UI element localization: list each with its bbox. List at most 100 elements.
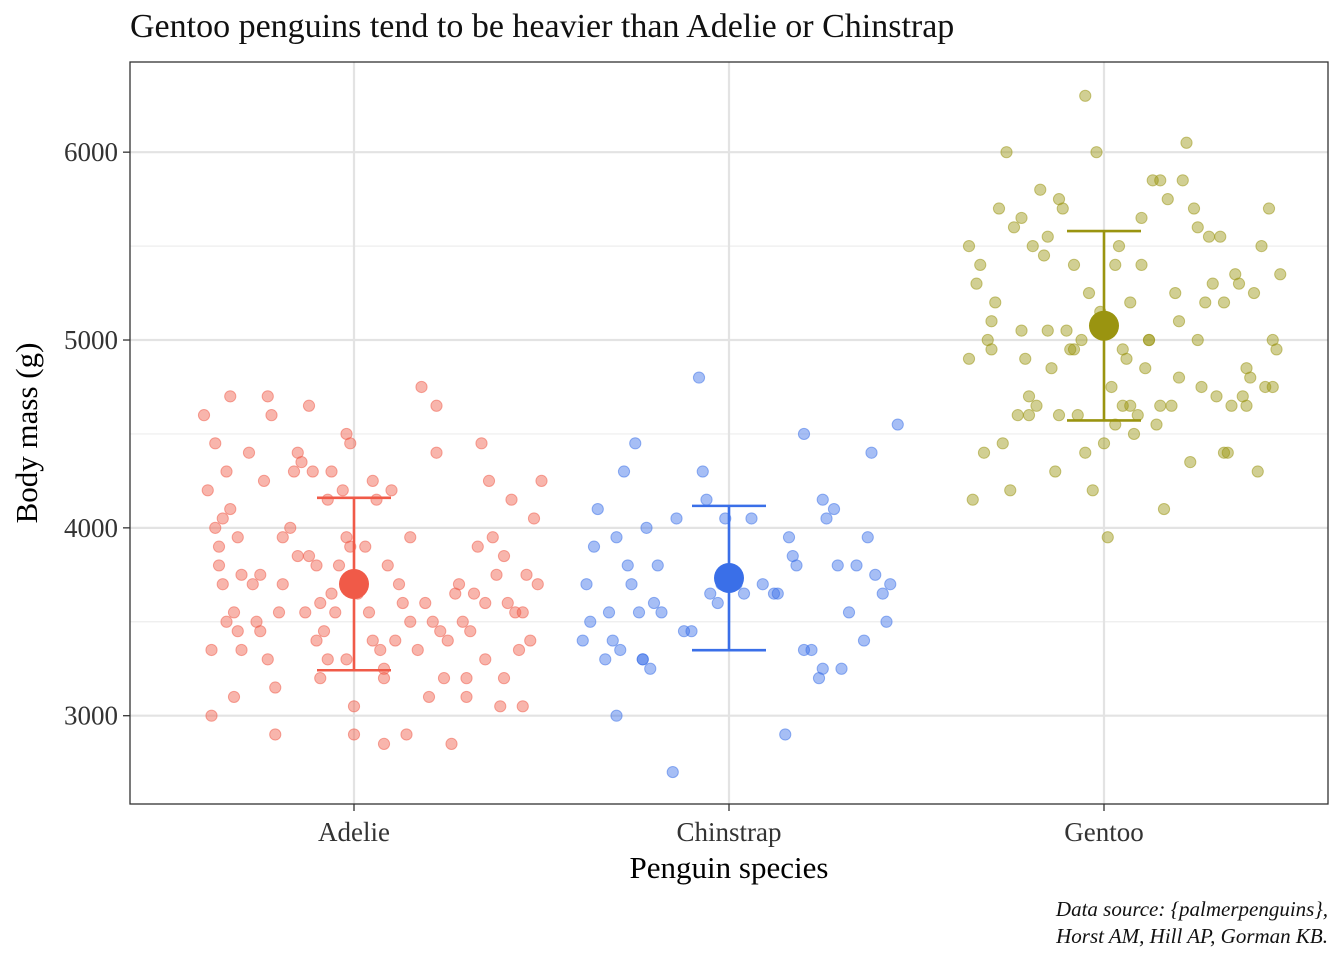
data-point-chinstrap bbox=[625, 578, 638, 591]
data-point-chinstrap bbox=[591, 502, 604, 516]
data-point-gentoo bbox=[1004, 484, 1017, 497]
data-point-chinstrap bbox=[876, 587, 889, 600]
data-point-adelie bbox=[512, 643, 526, 657]
data-point-gentoo bbox=[966, 493, 979, 506]
data-point-adelie bbox=[516, 700, 529, 713]
data-point-adelie bbox=[212, 559, 226, 572]
caption: Data source: {palmerpenguins}, Horst AM,… bbox=[1056, 896, 1328, 950]
data-point-gentoo bbox=[1022, 390, 1036, 403]
data-point-gentoo bbox=[1199, 296, 1212, 309]
data-point-adelie bbox=[531, 578, 544, 591]
grid-lines bbox=[130, 62, 1328, 804]
data-point-adelie bbox=[362, 606, 376, 619]
data-point-gentoo bbox=[1037, 249, 1051, 262]
data-point-chinstrap bbox=[576, 634, 589, 647]
data-point-adelie bbox=[291, 549, 304, 563]
data-point-gentoo bbox=[992, 202, 1006, 215]
data-point-gentoo bbox=[1026, 239, 1039, 253]
data-point-adelie bbox=[497, 549, 511, 563]
data-point-chinstrap bbox=[861, 531, 874, 544]
data-point-adelie bbox=[505, 493, 518, 506]
y-axis-label: Body mass (g) bbox=[9, 343, 44, 524]
data-point-adelie bbox=[389, 634, 402, 647]
data-point-gentoo bbox=[989, 296, 1002, 309]
data-point-gentoo bbox=[1064, 343, 1077, 356]
caption-line-1: Data source: {palmerpenguins}, bbox=[1055, 897, 1328, 921]
data-point-chinstrap bbox=[692, 371, 706, 384]
data-point-chinstrap bbox=[587, 540, 601, 553]
data-point-adelie bbox=[325, 465, 338, 478]
data-point-adelie bbox=[347, 728, 361, 741]
data-point-gentoo bbox=[1082, 286, 1096, 300]
data-point-adelie bbox=[302, 549, 316, 563]
data-point-gentoo bbox=[1184, 456, 1197, 469]
data-point-gentoo bbox=[1116, 343, 1129, 356]
data-point-gentoo bbox=[1195, 380, 1208, 394]
mean-point-gentoo bbox=[1089, 310, 1119, 341]
data-point-gentoo bbox=[1131, 409, 1144, 422]
data-point-adelie bbox=[227, 606, 241, 619]
data-point-gentoo bbox=[1172, 315, 1186, 328]
data-point-chinstrap bbox=[820, 512, 833, 525]
data-point-adelie bbox=[430, 446, 443, 459]
data-point-adelie bbox=[494, 700, 507, 713]
data-point-chinstrap bbox=[745, 512, 758, 525]
data-point-gentoo bbox=[1052, 193, 1066, 206]
data-point-adelie bbox=[201, 484, 214, 497]
data-point-chinstrap bbox=[584, 615, 597, 628]
data-point-gentoo bbox=[1060, 324, 1073, 337]
y-axis: 3000 4000 5000 6000 bbox=[64, 137, 130, 731]
data-point-gentoo bbox=[1007, 221, 1021, 234]
data-point-chinstrap bbox=[850, 559, 863, 572]
data-point-adelie bbox=[329, 606, 342, 619]
data-point-adelie bbox=[321, 653, 334, 666]
data-point-gentoo bbox=[1244, 371, 1257, 384]
data-point-adelie bbox=[344, 437, 357, 450]
data-point-adelie bbox=[231, 531, 244, 544]
data-point-gentoo bbox=[1221, 446, 1234, 459]
data-point-chinstrap bbox=[632, 606, 646, 619]
y-tick-label: 5000 bbox=[64, 325, 118, 355]
mean-point-chinstrap bbox=[714, 563, 744, 594]
data-point-adelie bbox=[231, 625, 244, 638]
data-point-chinstrap bbox=[602, 606, 616, 619]
chart-title: Gentoo penguins tend to be heavier than … bbox=[130, 8, 955, 45]
x-axis: Adelie Chinstrap Gentoo bbox=[318, 804, 1144, 847]
data-point-adelie bbox=[411, 643, 424, 657]
mean-point-adelie bbox=[339, 569, 369, 600]
data-point-chinstrap bbox=[835, 662, 848, 675]
data-point-gentoo bbox=[1142, 333, 1156, 347]
data-point-gentoo bbox=[1079, 446, 1092, 459]
data-point-chinstrap bbox=[737, 587, 751, 600]
data-point-adelie bbox=[437, 672, 451, 685]
data-point-chinstrap bbox=[696, 465, 709, 478]
caption-line-2: Horst AM, Hill AP, Gorman KB. bbox=[1056, 924, 1328, 948]
data-point-gentoo bbox=[1154, 399, 1167, 412]
data-point-gentoo bbox=[1214, 230, 1227, 243]
data-point-adelie bbox=[220, 465, 233, 478]
data-point-chinstrap bbox=[880, 615, 893, 628]
data-point-gentoo bbox=[1049, 465, 1062, 478]
data-point-adelie bbox=[415, 380, 428, 394]
data-point-gentoo bbox=[1180, 136, 1193, 149]
data-point-adelie bbox=[284, 521, 297, 534]
data-point-gentoo bbox=[1105, 380, 1118, 394]
data-point-gentoo bbox=[1045, 362, 1058, 375]
data-point-gentoo bbox=[1000, 146, 1013, 159]
data-point-adelie bbox=[475, 437, 488, 450]
data-point-gentoo bbox=[1191, 333, 1204, 347]
data-point-chinstrap bbox=[816, 493, 829, 506]
data-point-adelie bbox=[310, 559, 323, 572]
data-point-adelie bbox=[325, 587, 338, 600]
data-point-adelie bbox=[216, 578, 229, 591]
data-point-adelie bbox=[385, 484, 398, 497]
data-point-adelie bbox=[336, 484, 349, 497]
data-point-chinstrap bbox=[655, 606, 668, 619]
data-point-adelie bbox=[209, 437, 222, 450]
data-point-chinstrap bbox=[869, 568, 882, 581]
data-point-adelie bbox=[396, 596, 409, 610]
x-tick-label: Chinstrap bbox=[677, 817, 782, 847]
data-point-chinstrap bbox=[779, 728, 792, 741]
data-point-adelie bbox=[321, 493, 334, 506]
data-point-chinstrap bbox=[884, 578, 897, 591]
